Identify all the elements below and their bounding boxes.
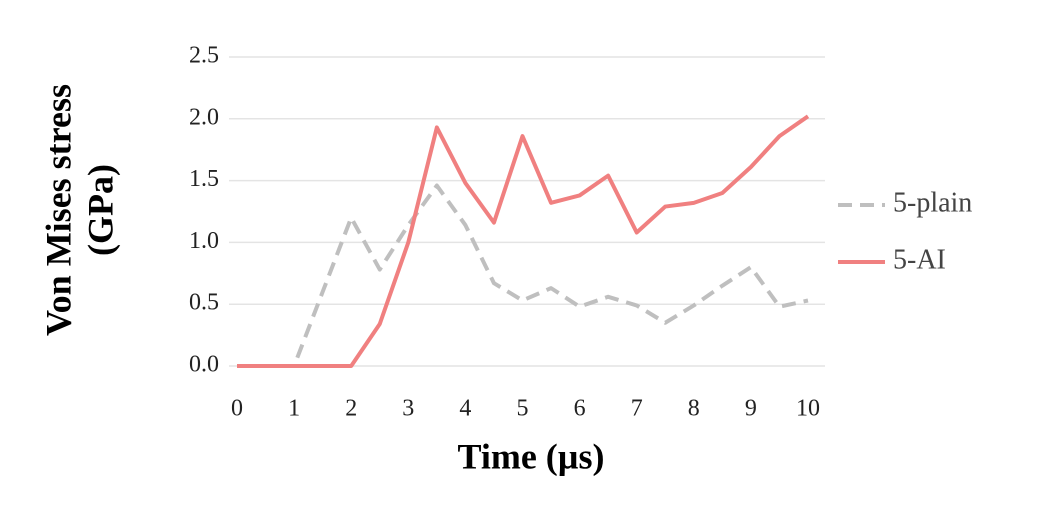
x-tick-label: 4 (459, 396, 471, 422)
y-axis-label-line: Von Mises stress (38, 84, 78, 336)
x-tick-label: 10 (796, 396, 820, 422)
y-tick-label: 2.5 (189, 43, 219, 69)
y-axis-label: Von Mises stress (GPa) (38, 84, 120, 336)
legend-label: 5-AI (893, 244, 946, 275)
data-line (237, 114, 810, 368)
data-line (237, 183, 809, 368)
legend-label: 5-plain (893, 187, 972, 218)
x-tick-label: 0 (231, 396, 243, 422)
x-tick-label: 1 (288, 396, 300, 422)
x-tick-label: 3 (402, 396, 414, 422)
y-tick-label: 2.0 (189, 104, 219, 130)
y-tick-label: 0.5 (189, 290, 219, 316)
y-tick-label: 0.0 (189, 352, 219, 378)
x-tick-label: 5 (517, 396, 529, 422)
x-axis-label: Time (µs) (457, 436, 604, 476)
x-tick-label: 2 (345, 396, 357, 422)
x-tick-label: 8 (688, 396, 700, 422)
y-axis-label-line: (GPa) (80, 164, 120, 256)
x-tick-label: 7 (631, 396, 643, 422)
x-tick-label: 6 (574, 396, 586, 422)
x-tick-label: 9 (745, 396, 757, 422)
y-tick-label: 1.5 (189, 166, 219, 192)
y-tick-label: 1.0 (189, 228, 219, 254)
